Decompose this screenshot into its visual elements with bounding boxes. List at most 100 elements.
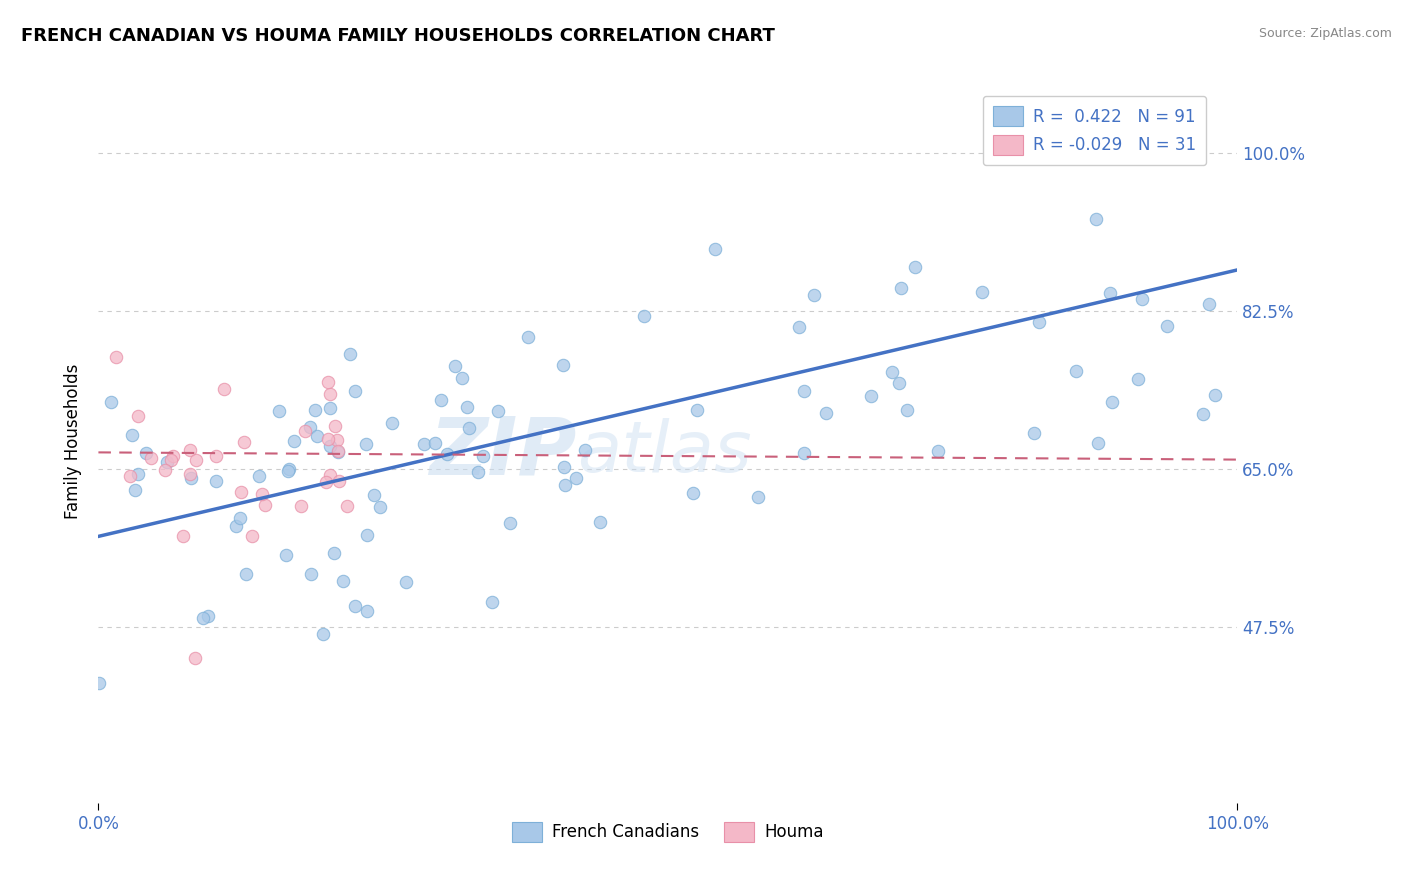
Point — [456, 400, 478, 414]
Point — [451, 371, 474, 385]
Point — [274, 548, 297, 562]
Point — [551, 359, 574, 373]
Point — [319, 387, 342, 401]
Point — [1087, 436, 1109, 450]
Point — [278, 461, 301, 475]
Point — [356, 437, 378, 451]
Point — [304, 403, 326, 417]
Point — [1156, 318, 1178, 333]
Point — [315, 475, 337, 490]
Point — [153, 463, 176, 477]
Point — [247, 468, 270, 483]
Point — [322, 546, 344, 560]
Point — [1022, 425, 1045, 440]
Point — [880, 365, 903, 379]
Point — [1101, 394, 1123, 409]
Point — [328, 474, 350, 488]
Text: FRENCH CANADIAN VS HOUMA FAMILY HOUSEHOLDS CORRELATION CHART: FRENCH CANADIAN VS HOUMA FAMILY HOUSEHOL… — [21, 27, 775, 45]
Point — [232, 434, 254, 449]
Point — [430, 392, 453, 407]
Point — [444, 359, 467, 373]
Text: Source: ZipAtlas.com: Source: ZipAtlas.com — [1258, 27, 1392, 40]
Text: atlas: atlas — [576, 417, 751, 487]
Point — [803, 288, 825, 302]
Point — [120, 469, 142, 483]
Point — [229, 511, 252, 525]
Point — [703, 243, 725, 257]
Point — [356, 528, 378, 542]
Point — [299, 566, 322, 581]
Point — [294, 424, 316, 438]
Point — [381, 416, 404, 430]
Point — [100, 394, 122, 409]
Point — [395, 575, 418, 590]
Point — [793, 446, 815, 460]
Point — [896, 403, 918, 417]
Point — [127, 467, 149, 481]
Point — [356, 604, 378, 618]
Point — [124, 483, 146, 497]
Point — [332, 574, 354, 588]
Point — [904, 260, 927, 275]
Point — [1064, 364, 1087, 378]
Point — [235, 567, 257, 582]
Point — [193, 611, 215, 625]
Point — [368, 500, 391, 515]
Point — [205, 449, 228, 463]
Point — [1198, 297, 1220, 311]
Point — [516, 329, 538, 343]
Point — [127, 409, 149, 424]
Point — [564, 471, 586, 485]
Point — [240, 529, 263, 543]
Point — [336, 499, 359, 513]
Point — [339, 347, 361, 361]
Point — [105, 350, 128, 364]
Point — [180, 471, 202, 485]
Point — [1130, 292, 1153, 306]
Point — [318, 376, 340, 390]
Point — [927, 443, 949, 458]
Point — [486, 404, 509, 418]
Point — [323, 419, 346, 434]
Point — [319, 439, 342, 453]
Point — [467, 465, 489, 479]
Point — [156, 455, 179, 469]
Point — [554, 478, 576, 492]
Point — [436, 447, 458, 461]
Point — [412, 437, 434, 451]
Point — [1028, 315, 1050, 329]
Text: ZIP: ZIP — [429, 413, 576, 491]
Point — [787, 320, 810, 334]
Legend: French Canadians, Houma: French Canadians, Houma — [505, 815, 831, 848]
Point — [343, 384, 366, 398]
Point — [212, 382, 235, 396]
Point — [574, 443, 596, 458]
Point — [1126, 372, 1149, 386]
Point — [305, 429, 328, 443]
Point — [172, 529, 194, 543]
Point — [89, 676, 111, 690]
Point — [319, 401, 342, 416]
Point — [793, 384, 815, 398]
Point — [319, 468, 342, 483]
Point — [859, 389, 882, 403]
Point — [499, 516, 522, 530]
Point — [633, 309, 655, 323]
Point — [184, 651, 207, 665]
Point — [179, 467, 201, 481]
Point — [290, 499, 312, 513]
Point — [252, 487, 274, 501]
Point — [299, 420, 322, 434]
Point — [326, 444, 349, 458]
Point — [425, 435, 447, 450]
Point — [815, 407, 838, 421]
Point — [205, 474, 228, 488]
Point — [747, 490, 769, 504]
Point — [326, 433, 349, 447]
Point — [121, 428, 143, 442]
Point — [197, 609, 219, 624]
Point — [1098, 285, 1121, 300]
Point — [184, 453, 207, 467]
Point — [1192, 407, 1215, 421]
Point — [890, 281, 912, 295]
